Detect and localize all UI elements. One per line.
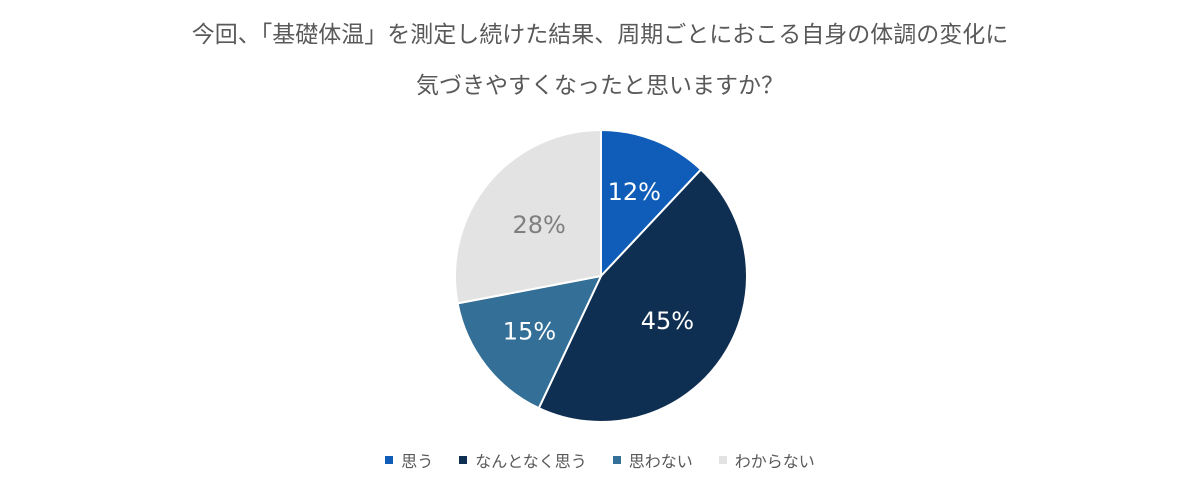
legend-swatch-wakaranai	[718, 456, 727, 464]
legend-label-wakaranai: わからない	[734, 452, 815, 471]
pie-slice-omowanai	[456, 274, 603, 410]
legend-swatch-omowanai	[612, 456, 621, 464]
chart-title-line-1: 今回、「基礎体温」を測定し続けた結果、周期ごとにおこる自身の体調の変化に	[191, 22, 1009, 48]
legend-label-omowanai: 思わない	[628, 452, 693, 471]
data-label-omou: 12%	[608, 178, 661, 206]
legend-item-wakaranai: わからない	[718, 448, 815, 472]
legend-swatch-omou	[385, 456, 394, 464]
pie-slice-wakaranai	[454, 128, 602, 305]
legend-label-omou: 思う	[401, 452, 434, 471]
data-label-wakaranai: 28%	[512, 211, 565, 239]
legend-swatch-nantonaku-omou	[459, 456, 468, 464]
legend-item-omowanai: 思わない	[612, 448, 693, 472]
legend-item-omou: 思う	[385, 448, 433, 472]
pie-slice-omou	[600, 128, 703, 279]
data-label-nantonaku-omou: 45%	[641, 307, 694, 335]
pie-slice-nantonaku-omou	[537, 168, 748, 423]
legend-label-nantonaku-omou: なんとなく思う	[475, 452, 587, 471]
data-label-omowanai: 15%	[503, 317, 556, 345]
chart-title-line-2: 気づきやすくなったと思いますか？	[416, 73, 784, 99]
legend: 思う なんとなく思う 思わない わからない	[0, 448, 1200, 472]
legend-item-nantonaku-omou: なんとなく思う	[459, 448, 587, 472]
